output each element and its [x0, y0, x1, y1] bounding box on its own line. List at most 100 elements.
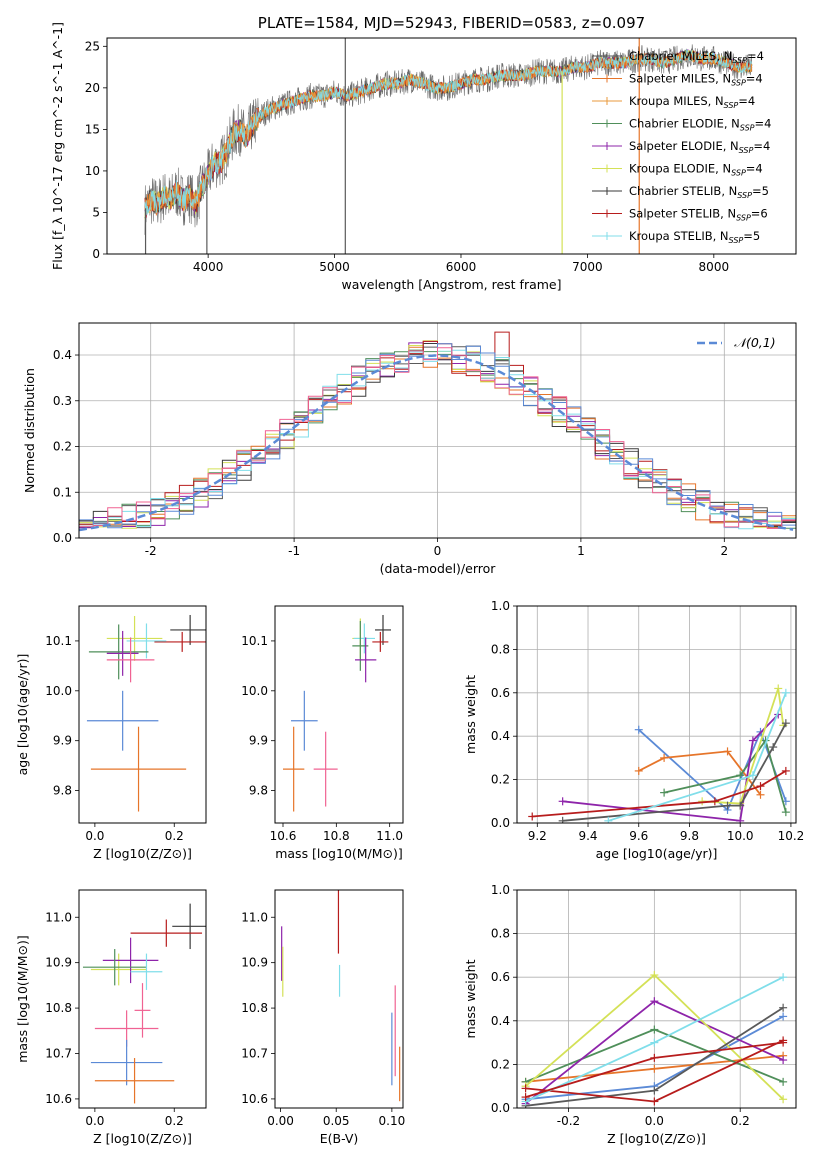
- x-tick-label: 0.2: [165, 1114, 184, 1128]
- axes-frame: [106, 37, 797, 255]
- y-tick-label: 20: [85, 81, 100, 95]
- x-tick-label: 9.8: [680, 829, 699, 843]
- panel-mass-vs-EBV: 0.00 0.05 0.10 10.6 10.7 10.8 10.9 11.0 E(B-V): [241, 889, 406, 1146]
- x-tick-label: 1: [577, 544, 585, 558]
- y-tick-label: 0.3: [53, 394, 72, 408]
- x-tick-label: 4000: [193, 260, 224, 274]
- legend-label: Chabrier MILES, NSSP=4: [629, 49, 764, 65]
- x-tick-label: 0.2: [731, 1114, 750, 1128]
- legend-label-subscript: SSP: [740, 124, 755, 133]
- panel-mass-weight-vs-age: 9.2 9.4 9.6 9.8 10.0 10.2 0.0 0.2 0.4 0.6 0.8 1.0 ag…: [463, 599, 804, 861]
- x-tick-label: 0.0: [645, 1114, 664, 1128]
- plot-area: [528, 684, 790, 823]
- x-tick-label: 11.0: [376, 829, 403, 843]
- y-tick-label: 10.9: [241, 956, 268, 970]
- y-tick-label: 10.1: [45, 634, 72, 648]
- y-tick-label: 10.0: [241, 684, 268, 698]
- y-tick-label: 1.0: [491, 599, 510, 613]
- plot-area: [82, 903, 206, 1104]
- panel-age-vs-mass: 10.6 10.8 11.0 9.8 9.9 10.0 10.1 mass [log10(M/…: [241, 605, 404, 861]
- x-tick-label: 0.00: [267, 1114, 294, 1128]
- y-tick-label: 9.8: [249, 784, 268, 798]
- panel-mass-weight-vs-Z: -0.2 0.0 0.2 0.0 0.2 0.4 0.6 0.8 1.0 Z [log10(Z/Z…: [463, 883, 797, 1146]
- legend-label-subscript: SSP: [724, 101, 739, 110]
- legend-label-value: =4: [738, 94, 755, 108]
- legend-label-subscript: SSP: [731, 169, 746, 178]
- x-tick-label: 10.0: [727, 829, 754, 843]
- axes-frame: [516, 605, 797, 824]
- x-axis-label: wavelength [Angstrom, rest frame]: [341, 277, 561, 292]
- x-tick-label: -0.2: [557, 1114, 580, 1128]
- legend-label-text: Chabrier STELIB, N: [629, 184, 737, 198]
- legend-label-text: Chabrier MILES, N: [629, 49, 732, 63]
- y-tick-label: 0.8: [491, 927, 510, 941]
- y-tick-label: 0.4: [491, 1014, 510, 1028]
- panel-mass-vs-Z: 0.0 0.2 10.6 10.7 10.8 10.9 11.0 Z [log10(Z/Z⊙)…: [15, 889, 207, 1146]
- plot-area: [521, 971, 788, 1108]
- y-axis-label: mass weight: [463, 675, 478, 754]
- y-axis-label: Flux [f_λ 10^-17 erg cm^-2 s^-1 A^-1]: [50, 22, 65, 270]
- x-tick-label: 9.6: [629, 829, 648, 843]
- x-axis-label: Z [log10(Z/Z⊙)]: [93, 1131, 192, 1146]
- y-axis-label: Normed distribution: [22, 368, 37, 493]
- legend-label: Salpeter STELIB, NSSP=6: [629, 207, 768, 223]
- y-tick-label: 0.4: [491, 729, 510, 743]
- x-axis-label: age [log10(age/yr)]: [596, 846, 718, 861]
- legend-label: 𝒩(0,1): [734, 335, 776, 350]
- y-tick-label: 0.1: [53, 485, 72, 499]
- legend-label-subscript: SSP: [737, 191, 752, 200]
- y-tick-label: 25: [85, 39, 100, 53]
- series-line: [702, 688, 785, 805]
- legend-label-subscript: SSP: [731, 79, 746, 88]
- y-tick-label: 10.7: [45, 1047, 72, 1061]
- x-tick-label: 8000: [699, 260, 730, 274]
- x-tick-label: 6000: [446, 260, 477, 274]
- y-tick-label: 15: [85, 122, 100, 136]
- panel-spectrum: 4000 5000 6000 7000 8000 0 5 10 15 20 25 wavelength…: [50, 22, 797, 292]
- y-tick-label: 0.6: [491, 970, 510, 984]
- normal-curve: [79, 354, 794, 532]
- x-tick-label: 0.10: [379, 1114, 406, 1128]
- x-tick-label: 9.4: [578, 829, 597, 843]
- y-tick-label: 10.6: [241, 1092, 268, 1106]
- histogram-step: [79, 331, 796, 538]
- y-tick-label: 10.9: [45, 956, 72, 970]
- axes-frame: [78, 889, 207, 1109]
- legend-label-value: =4: [753, 139, 770, 153]
- x-tick-label: 2: [720, 544, 728, 558]
- legend-label-text: Kroupa STELIB, N: [629, 229, 729, 243]
- y-tick-label: 10.6: [45, 1092, 72, 1106]
- y-tick-label: 0.0: [491, 1101, 510, 1115]
- y-tick-label: 10.1: [241, 634, 268, 648]
- x-tick-label: 10.8: [323, 829, 350, 843]
- spectrum-line: [144, 49, 753, 216]
- x-tick-label: 0.0: [85, 1114, 104, 1128]
- y-tick-label: 11.0: [45, 910, 72, 924]
- y-tick-label: 0.6: [491, 686, 510, 700]
- y-axis-label: age [log10(age/yr)]: [15, 654, 30, 776]
- x-tick-label: -1: [288, 544, 300, 558]
- legend-label-value: =4: [755, 117, 772, 131]
- legend-label-subscript: SSP: [729, 236, 744, 245]
- x-tick-label: 0.05: [323, 1114, 350, 1128]
- y-axis-label: mass weight: [463, 959, 478, 1038]
- y-tick-label: 9.8: [53, 784, 72, 798]
- axes-frame: [274, 889, 404, 1109]
- y-tick-label: 11.0: [241, 910, 268, 924]
- y-tick-label: 0: [92, 247, 100, 261]
- y-tick-label: 0.2: [491, 773, 510, 787]
- y-tick-label: 0.2: [53, 440, 72, 454]
- legend-label-subscript: SSP: [736, 214, 751, 223]
- plot-area: [281, 890, 401, 1102]
- axes-frame: [78, 605, 207, 824]
- y-tick-label: 5: [92, 205, 100, 219]
- x-tick-label: 10.2: [778, 829, 805, 843]
- x-tick-label: 7000: [572, 260, 603, 274]
- x-tick-label: 10.6: [270, 829, 297, 843]
- legend-label-value: =5: [752, 184, 769, 198]
- series-line: [608, 692, 787, 822]
- legend-label: Salpeter MILES, NSSP=4: [629, 72, 763, 88]
- y-tick-label: 9.9: [53, 734, 72, 748]
- legend-label-subscript: SSP: [739, 146, 754, 155]
